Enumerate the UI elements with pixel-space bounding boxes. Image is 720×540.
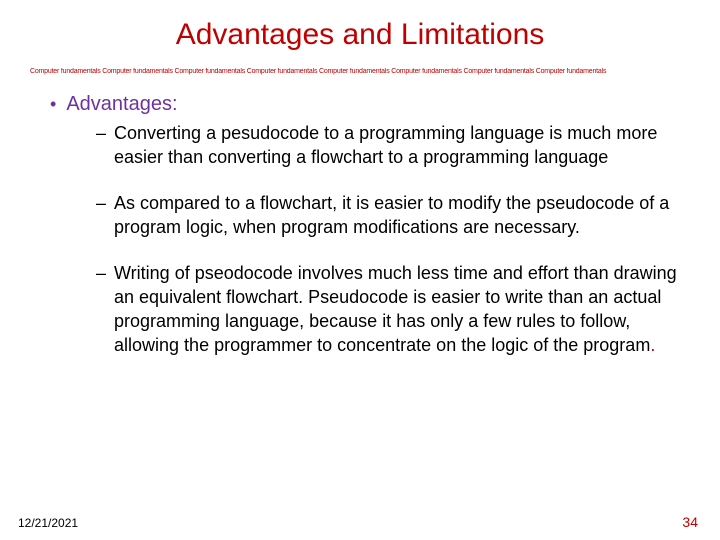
dash-icon: –	[96, 261, 106, 285]
list-item: – As compared to a flowchart, it is easi…	[96, 191, 690, 239]
bullet-label: Advantages:	[66, 93, 177, 115]
sub-bullet-text: As compared to a flowchart, it is easier…	[114, 191, 690, 239]
content-area: • Advantages: – Converting a pesudocode …	[30, 93, 690, 357]
sub-bullet-text: Converting a pesudocode to a programming…	[114, 121, 690, 169]
sub-bullet-list: – Converting a pesudocode to a programmi…	[50, 121, 690, 357]
list-item: – Converting a pesudocode to a programmi…	[96, 121, 690, 169]
list-item: – Writing of pseodocode involves much le…	[96, 261, 690, 357]
top-bullet: • Advantages:	[50, 93, 690, 115]
dash-icon: –	[96, 191, 106, 215]
accent-period: .	[650, 335, 655, 355]
decorative-repeat-line: Computer fundamentals Computer fundament…	[30, 68, 690, 75]
dash-icon: –	[96, 121, 106, 145]
slide-container: Advantages and Limitations Computer fund…	[0, 0, 720, 540]
bullet-dot-icon: •	[50, 93, 56, 115]
sub-bullet-text: Writing of pseodocode involves much less…	[114, 261, 690, 357]
slide-title: Advantages and Limitations	[30, 18, 690, 52]
footer-date: 12/21/2021	[18, 516, 78, 530]
slide-number: 34	[682, 514, 698, 530]
sub-bullet-text-inner: Writing of pseodocode involves much less…	[114, 263, 677, 355]
